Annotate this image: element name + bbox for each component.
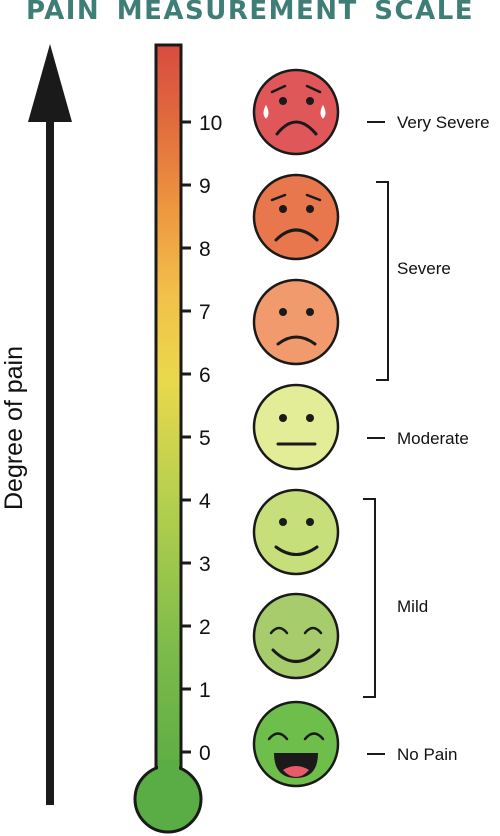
severe-face-icon: [252, 173, 340, 261]
tick-label: 1: [199, 679, 211, 702]
tick-label: 7: [199, 301, 211, 324]
tick-label: 6: [199, 364, 211, 387]
content-face-icon: [252, 592, 340, 680]
tick-label: 4: [199, 490, 211, 513]
neutral-face-icon: [252, 383, 340, 471]
tick-label: 9: [199, 175, 211, 198]
laughing-face-icon: [252, 700, 340, 788]
degree-arrow: [28, 44, 72, 805]
category-label-moderate: Moderate: [397, 429, 469, 448]
tick-label: 10: [199, 112, 222, 135]
thermometer: [133, 43, 203, 834]
category-markers: [363, 121, 389, 755]
category-label-no-pain: No Pain: [397, 745, 457, 764]
uncomfortable-face-icon: [252, 278, 340, 366]
tick-label: 8: [199, 238, 211, 261]
very-severe-face-icon: [252, 68, 340, 156]
smile-face-icon: [252, 488, 340, 576]
tick-label: 3: [199, 553, 211, 576]
page-title: PAIN MEASUREMENT SCALE: [25, 0, 475, 26]
thermometer-tube: [154, 43, 183, 787]
faces-column: [252, 68, 340, 788]
category-label-very-severe: Very Severe: [397, 113, 490, 132]
tick-label: 5: [199, 427, 211, 450]
category-label-severe: Severe: [397, 259, 451, 278]
category-label-mild: Mild: [397, 597, 428, 616]
tick-label: 0: [199, 742, 211, 765]
axis-label: Degree of pain: [0, 346, 28, 510]
tick-label: 2: [199, 616, 211, 639]
scale-ticks: 0 1 2 3 4 5 6 7 8 9 10: [181, 112, 222, 765]
